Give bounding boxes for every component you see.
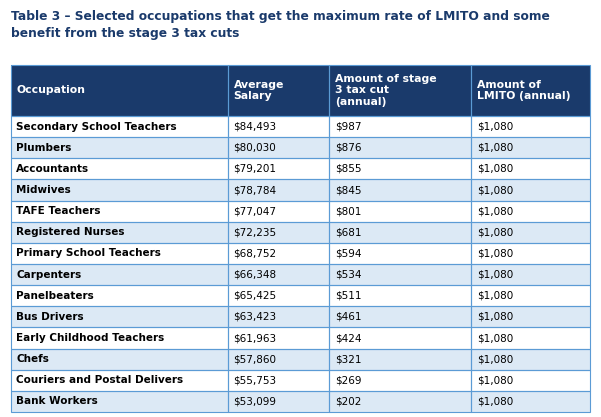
Text: $84,493: $84,493: [233, 122, 276, 132]
Text: Chefs: Chefs: [16, 354, 49, 364]
Text: Bus Drivers: Bus Drivers: [16, 312, 84, 322]
Text: Secondary School Teachers: Secondary School Teachers: [16, 122, 177, 132]
Text: $1,080: $1,080: [477, 291, 513, 301]
Text: $79,201: $79,201: [233, 164, 276, 174]
Text: $461: $461: [335, 312, 361, 322]
Text: $55,753: $55,753: [233, 375, 276, 385]
Text: $80,030: $80,030: [233, 143, 276, 153]
Text: Early Childhood Teachers: Early Childhood Teachers: [16, 333, 165, 343]
Text: $202: $202: [335, 397, 361, 407]
Text: Registered Nurses: Registered Nurses: [16, 227, 125, 237]
Text: Amount of
LMITO (annual): Amount of LMITO (annual): [477, 80, 570, 101]
Text: $53,099: $53,099: [233, 397, 276, 407]
Text: Carpenters: Carpenters: [16, 269, 82, 279]
Text: $855: $855: [335, 164, 361, 174]
Text: Occupation: Occupation: [16, 85, 85, 95]
Text: Couriers and Postal Delivers: Couriers and Postal Delivers: [16, 375, 183, 385]
Text: $1,080: $1,080: [477, 312, 513, 322]
Text: Midwives: Midwives: [16, 185, 71, 195]
Text: $66,348: $66,348: [233, 269, 276, 279]
Text: $534: $534: [335, 269, 361, 279]
Text: $321: $321: [335, 354, 361, 364]
Text: $1,080: $1,080: [477, 354, 513, 364]
Text: $1,080: $1,080: [477, 185, 513, 195]
Text: $511: $511: [335, 291, 361, 301]
Text: Average
Salary: Average Salary: [233, 80, 284, 101]
Text: $801: $801: [335, 206, 361, 216]
Text: $1,080: $1,080: [477, 375, 513, 385]
Text: Table 3 – Selected occupations that get the maximum rate of LMITO and some
benef: Table 3 – Selected occupations that get …: [11, 10, 550, 40]
Text: $987: $987: [335, 122, 361, 132]
Text: $1,080: $1,080: [477, 206, 513, 216]
Text: $1,080: $1,080: [477, 249, 513, 259]
Text: TAFE Teachers: TAFE Teachers: [16, 206, 101, 216]
Text: $1,080: $1,080: [477, 164, 513, 174]
Text: $594: $594: [335, 249, 361, 259]
Text: $57,860: $57,860: [233, 354, 276, 364]
Text: $77,047: $77,047: [233, 206, 276, 216]
Text: Bank Workers: Bank Workers: [16, 397, 98, 407]
Text: $63,423: $63,423: [233, 312, 276, 322]
Text: $65,425: $65,425: [233, 291, 276, 301]
Text: $72,235: $72,235: [233, 227, 276, 237]
Text: Accountants: Accountants: [16, 164, 90, 174]
Text: $1,080: $1,080: [477, 143, 513, 153]
Text: $269: $269: [335, 375, 361, 385]
Text: $1,080: $1,080: [477, 122, 513, 132]
Text: $1,080: $1,080: [477, 227, 513, 237]
Text: Panelbeaters: Panelbeaters: [16, 291, 94, 301]
Text: $68,752: $68,752: [233, 249, 276, 259]
Text: $681: $681: [335, 227, 361, 237]
Text: $876: $876: [335, 143, 361, 153]
Text: Plumbers: Plumbers: [16, 143, 72, 153]
Text: $1,080: $1,080: [477, 397, 513, 407]
Text: $61,963: $61,963: [233, 333, 276, 343]
Text: Primary School Teachers: Primary School Teachers: [16, 249, 161, 259]
Text: $424: $424: [335, 333, 361, 343]
Text: $1,080: $1,080: [477, 269, 513, 279]
Text: $1,080: $1,080: [477, 333, 513, 343]
Text: $78,784: $78,784: [233, 185, 276, 195]
Text: Amount of stage
3 tax cut
(annual): Amount of stage 3 tax cut (annual): [335, 74, 436, 107]
Text: $845: $845: [335, 185, 361, 195]
